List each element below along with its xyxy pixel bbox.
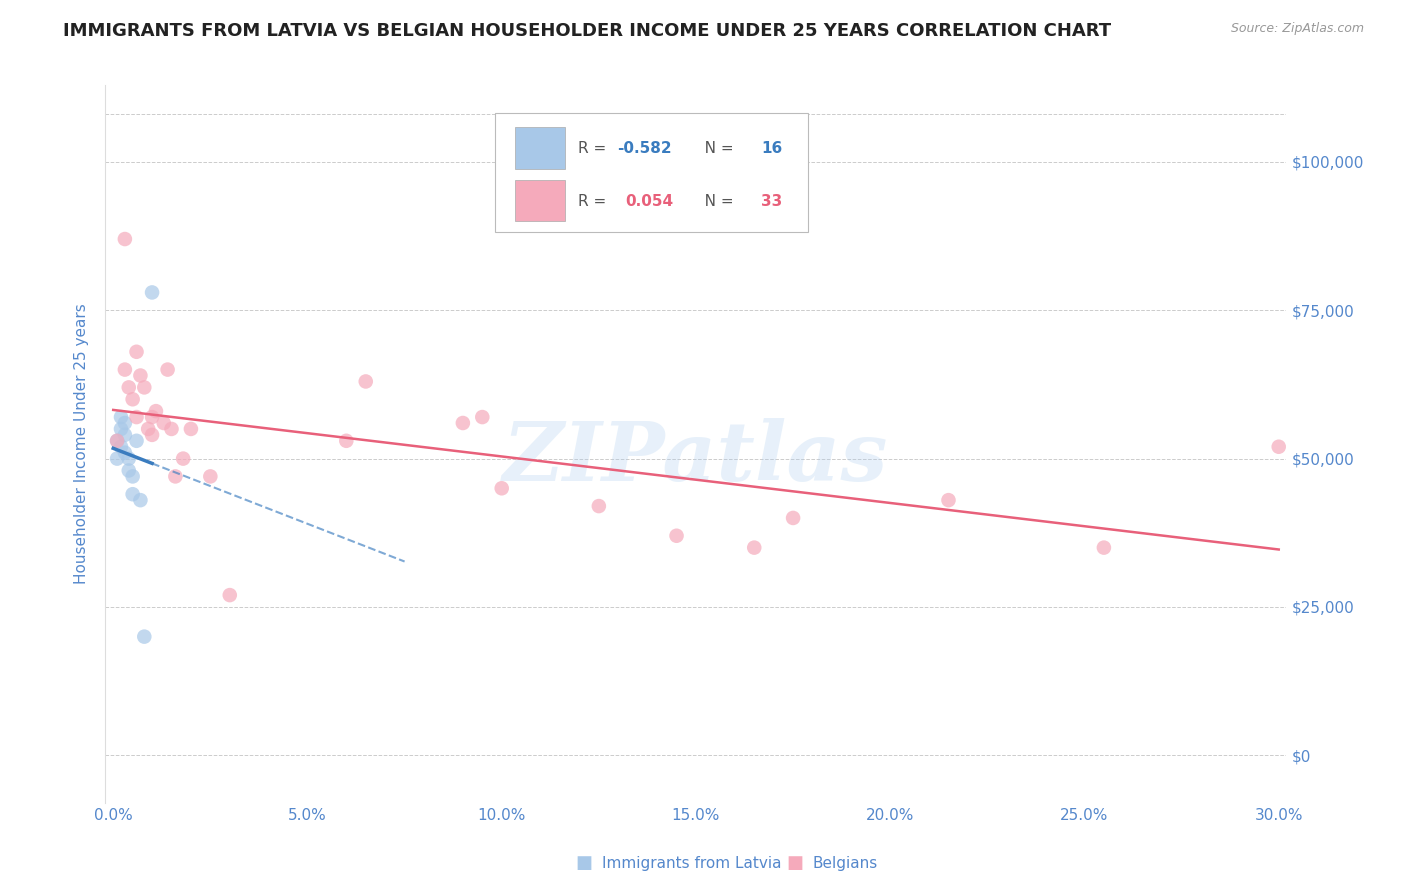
Point (335, 434, 357, 448)
Text: IMMIGRANTS FROM LATVIA VS BELGIAN HOUSEHOLDER INCOME UNDER 25 YEARS CORRELATION : IMMIGRANTS FROM LATVIA VS BELGIAN HOUSEH… (63, 22, 1111, 40)
Point (141, 428, 163, 442)
Text: ZIPatlas: ZIPatlas (503, 418, 889, 498)
Point (218, 588, 240, 602)
Point (136, 422, 159, 436)
Point (114, 445, 136, 459)
Point (110, 422, 132, 436)
Point (118, 451, 141, 466)
Point (105, 451, 128, 466)
Point (141, 285, 163, 300)
Point (938, 493, 960, 508)
Point (1267, 440, 1289, 454)
Text: N =: N = (690, 194, 738, 209)
Point (200, 469, 222, 483)
Point (742, 541, 765, 555)
Point (114, 416, 136, 430)
Point (110, 440, 132, 454)
Point (129, 368, 152, 383)
Point (125, 410, 148, 425)
Point (129, 493, 152, 508)
Point (118, 380, 141, 394)
FancyBboxPatch shape (515, 179, 565, 221)
Point (491, 481, 513, 495)
Point (152, 416, 174, 430)
Point (665, 529, 688, 543)
Text: N =: N = (690, 141, 738, 156)
Point (114, 428, 136, 442)
Point (121, 392, 143, 407)
Point (354, 375, 377, 389)
Text: R =: R = (578, 194, 616, 209)
Y-axis label: Householder Income Under 25 years: Householder Income Under 25 years (75, 303, 90, 584)
Text: Immigrants from Latvia: Immigrants from Latvia (602, 856, 782, 871)
Point (134, 630, 156, 644)
Point (145, 404, 167, 418)
Point (125, 344, 148, 359)
Point (156, 362, 179, 376)
Text: -0.582: -0.582 (617, 141, 672, 156)
Point (588, 499, 610, 513)
Text: ■: ■ (786, 855, 803, 872)
Point (180, 422, 202, 436)
Text: 16: 16 (761, 141, 782, 156)
FancyBboxPatch shape (515, 128, 565, 169)
Point (141, 410, 163, 425)
Text: Source: ZipAtlas.com: Source: ZipAtlas.com (1230, 22, 1364, 36)
Point (160, 422, 183, 436)
Point (121, 487, 143, 501)
Text: 33: 33 (761, 194, 782, 209)
Text: ■: ■ (575, 855, 592, 872)
Point (121, 469, 143, 483)
Point (105, 434, 128, 448)
Text: 0.054: 0.054 (626, 194, 673, 209)
FancyBboxPatch shape (495, 113, 808, 232)
Point (125, 434, 148, 448)
Point (114, 232, 136, 246)
Text: Belgians: Belgians (813, 856, 877, 871)
Point (471, 410, 494, 425)
Point (114, 362, 136, 376)
Point (118, 463, 141, 477)
Point (451, 416, 474, 430)
Point (172, 451, 194, 466)
Point (110, 410, 132, 425)
Point (782, 511, 804, 525)
Point (1092, 541, 1115, 555)
Point (105, 434, 128, 448)
Text: R =: R = (578, 141, 612, 156)
Point (134, 380, 156, 394)
Point (165, 469, 187, 483)
